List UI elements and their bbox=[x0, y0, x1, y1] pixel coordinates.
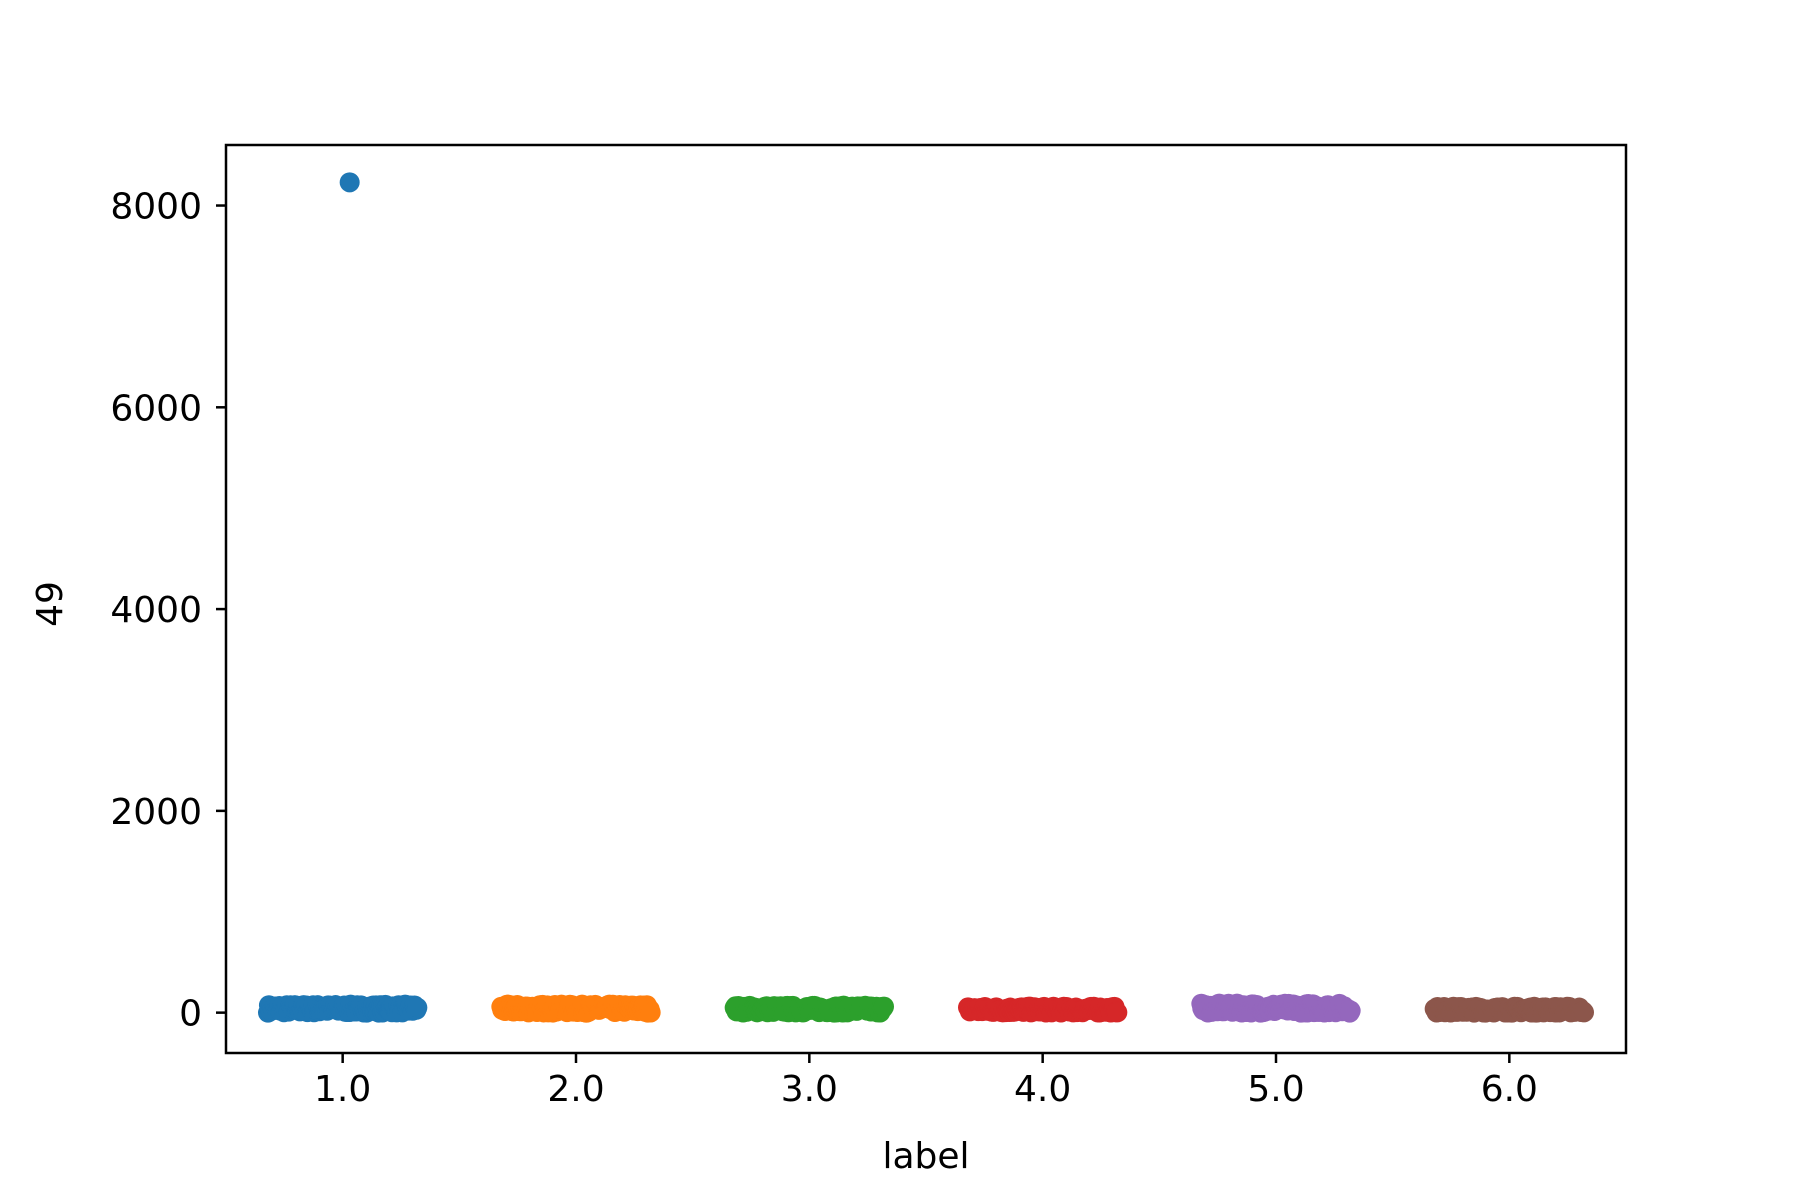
series-6 bbox=[1424, 996, 1594, 1023]
data-point bbox=[1107, 1002, 1128, 1023]
series-5 bbox=[1191, 993, 1361, 1023]
x-tick-label: 5.0 bbox=[1247, 1069, 1304, 1110]
series-4 bbox=[958, 996, 1128, 1023]
data-point bbox=[874, 996, 894, 1017]
outlier-point bbox=[339, 172, 360, 193]
series-1 bbox=[258, 172, 428, 1023]
series-2 bbox=[491, 994, 661, 1023]
plot-frame bbox=[224, 143, 1628, 1055]
y-axis: 0 2000 4000 6000 8000 bbox=[110, 187, 226, 1035]
x-axis: 1.0 2.0 3.0 4.0 5.0 6.0 bbox=[314, 1053, 1538, 1110]
y-tick-label: 4000 bbox=[110, 590, 202, 631]
x-tick-label: 3.0 bbox=[781, 1069, 838, 1110]
data-point bbox=[407, 997, 428, 1018]
data-point bbox=[1574, 1002, 1594, 1023]
x-axis-label: label bbox=[882, 1136, 969, 1177]
series-3 bbox=[724, 995, 894, 1023]
y-tick-label: 8000 bbox=[110, 187, 202, 228]
y-axis-label: 49 bbox=[30, 581, 71, 627]
x-tick-label: 2.0 bbox=[547, 1069, 604, 1110]
y-tick-label: 2000 bbox=[110, 792, 202, 833]
x-tick-label: 6.0 bbox=[1481, 1069, 1538, 1110]
y-tick-label: 0 bbox=[179, 994, 202, 1035]
x-tick-label: 1.0 bbox=[314, 1069, 371, 1110]
y-tick-label: 6000 bbox=[110, 388, 202, 429]
data-point bbox=[640, 1002, 661, 1023]
points-layer bbox=[258, 172, 1594, 1023]
x-tick-label: 4.0 bbox=[1014, 1069, 1071, 1110]
data-point bbox=[1340, 1000, 1361, 1021]
